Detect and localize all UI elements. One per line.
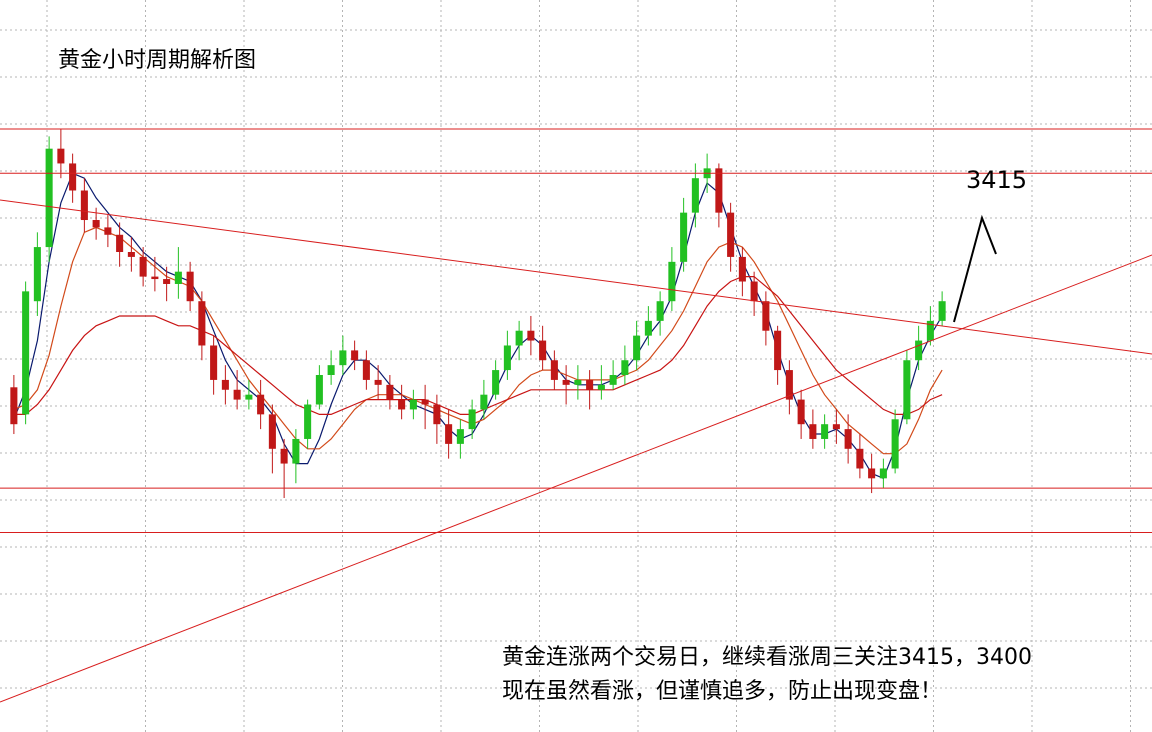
descending-trend-line [0,199,1152,355]
candle-body-bull [45,148,53,248]
candle-body-bear [163,279,171,284]
candle-body-bear [362,360,370,380]
candle-body-bear [844,429,852,449]
candle-body-bull [915,340,923,361]
candle-body-bull [22,291,30,415]
ma-short-line [13,172,943,480]
candle-body-bear [550,360,558,380]
candle-body-bear [832,424,840,430]
candle-body-bull [480,394,488,410]
candle-body-bull [644,320,652,336]
candle-body-bear [809,424,817,439]
candle-body-bear [797,399,805,425]
projected-path-to-target [953,214,997,323]
candle-body-bear [374,379,382,385]
candle-body-bull [409,399,417,410]
ma-long-line [13,276,943,415]
candle-body-bear [351,350,359,361]
moving-average-lines [13,172,943,480]
candle-body-bull [315,375,323,405]
candle-body-bear [221,379,229,390]
candle-body-bear [539,340,547,361]
candle-body-bull [174,271,182,284]
candle-body-bull [456,429,464,444]
candle-body-bear [562,379,570,385]
candle-body-bull [33,247,41,302]
candle-body-bull [656,301,664,321]
candle-body-bear [868,468,876,479]
analysis-note-line-2: 现在虽然看涨，但谨慎追多，防止出现变盘！ [502,679,943,704]
candle-body-bear [10,387,18,425]
candle-body-bull [245,394,253,400]
candle-body-bear [104,227,112,235]
candle-body-bear [268,414,276,449]
ascending-trend-line [0,254,1152,703]
target-price-label: 3415 [966,166,1028,194]
candle-body-bull [926,320,934,341]
candle-body-bull [691,178,699,213]
ma-mid-line [13,226,943,455]
candle-body-bear [527,330,535,341]
candle-body-bull [468,409,476,430]
candle-body-bear [856,448,864,469]
candle-body-bull [821,424,829,439]
chart-title: 黄金小时周期解析图 [58,48,257,73]
candle-body-bull [903,360,911,420]
candle-body-bear [586,379,594,390]
candle-body-bear [257,394,265,415]
candle-body-bear [774,330,782,371]
candle-body-bear [386,384,394,400]
analysis-note-line-1: 黄金连涨两个交易日，继续看涨周三关注3415，3400 [502,645,1032,670]
candle-body-bull [304,404,312,439]
candle-body-bear [785,370,793,400]
candle-body-bear [727,212,735,257]
candle-body-bear [398,399,406,410]
candle-body-bear [715,168,723,213]
candle-body-bull [492,370,500,395]
candle-body-bull [327,365,335,375]
candle-body-bull [668,261,676,302]
candle-body-bull [503,345,511,371]
candle-body-bull [609,375,617,385]
candle-body-bear [445,424,453,444]
candle-body-bear [738,256,746,282]
candle-body-bull [621,360,629,375]
candle-body-bull [339,350,347,366]
candle-body-bear [421,399,429,405]
candle-body-bear [80,190,88,221]
candle-body-bull [633,335,641,361]
candle-body-bull [891,419,899,469]
candle-body-bull [574,379,582,385]
drawn-analysis-lines [0,128,1152,703]
candle-body-bear [198,301,206,346]
candle-body-bull [680,212,688,262]
candle-body-bull [515,330,523,346]
candle-body-bear [69,163,77,191]
candle-body-bear [210,345,218,380]
candle-body-bear [433,404,441,425]
candle-body-bear [92,220,100,228]
candle-body-bull [597,384,605,390]
candlestick-series [10,129,946,498]
candle-body-bear [186,271,194,302]
candle-body-bear [139,256,147,277]
candle-body-bear [750,281,758,302]
candle-body-bull [938,301,946,321]
candle-body-bear [233,389,241,400]
candle-body-bear [57,148,65,164]
candle-body-bear [151,276,159,280]
candle-body-bear [280,448,288,464]
candle-body-bear [762,301,770,331]
candle-body-bear [116,234,124,252]
candle-body-bull [292,438,300,464]
candle-body-bull [879,468,887,479]
candle-body-bear [127,252,135,257]
